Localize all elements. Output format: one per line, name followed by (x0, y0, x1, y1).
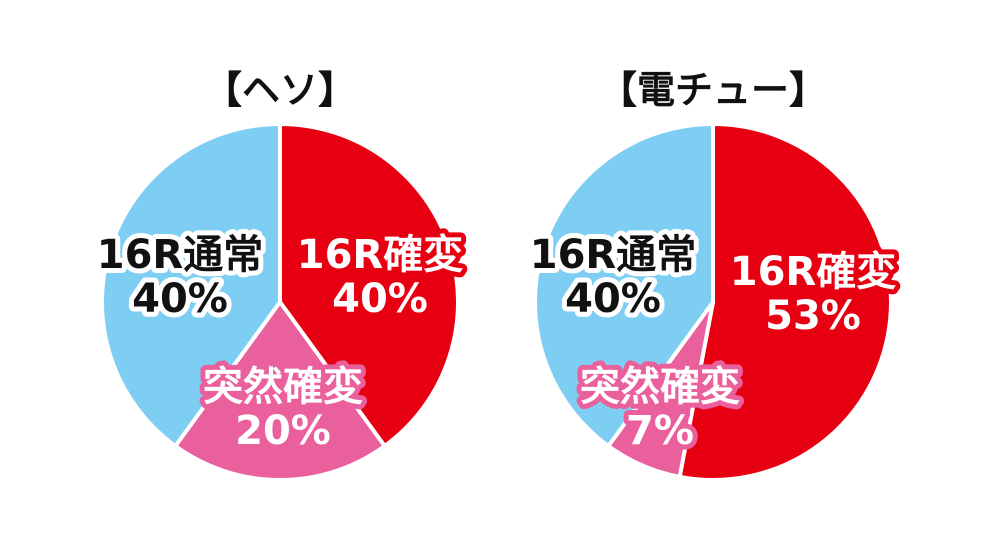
slice-label: 16R通常 40% (97, 232, 263, 322)
pie-chart-denchu: 【電チュー】 16R確変 53% 突然確変 7% 16R通常 40% (525, 68, 901, 482)
pie-slice (677, 122, 893, 482)
pie-slice (100, 122, 282, 449)
pie-slice (173, 300, 387, 482)
chart-title: 【電チュー】 (599, 68, 827, 112)
slice-category-label: 16R通常 (97, 232, 263, 278)
slice-value-label: 7% (626, 408, 694, 454)
slice-category-label: 16R確変 (297, 232, 463, 278)
pie-slice (278, 122, 460, 449)
slice-label: 突然確変 7% (580, 364, 740, 454)
slice-category-label: 16R確変 (730, 249, 896, 295)
slice-label: 16R通常 40% (530, 232, 696, 322)
slice-label: 16R確変 53% (730, 249, 896, 339)
chart-title: 【ヘソ】 (204, 68, 356, 112)
slice-label: 16R確変 40% (297, 232, 463, 322)
slice-value-label: 40% (332, 276, 428, 322)
pie-slice (533, 122, 715, 449)
slice-category-label: 突然確変 (580, 364, 740, 410)
pie-chart-heso: 【ヘソ】 16R確変 40%突然確変 20%16R通常 40% (92, 68, 468, 482)
slice-category-label: 突然確変 (203, 364, 363, 410)
slice-value-label: 53% (765, 293, 861, 339)
slice-value-label: 40% (565, 276, 661, 322)
slice-value-label: 40% (132, 276, 228, 322)
slice-value-label: 20% (235, 408, 331, 454)
slice-label: 突然確変 20% (203, 364, 363, 454)
slice-category-label: 16R通常 (530, 232, 696, 278)
